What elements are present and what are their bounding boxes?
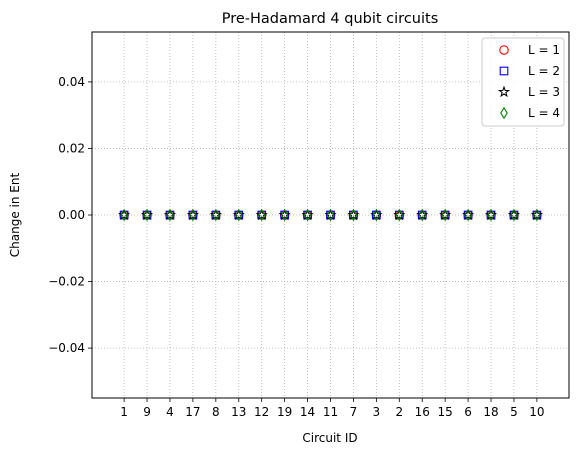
legend: L = 1 L = 2 L = 3 L = 4	[481, 37, 565, 127]
data-point	[234, 208, 243, 222]
grid-layer	[92, 32, 569, 398]
data-point	[484, 208, 498, 221]
data-point	[395, 208, 404, 222]
data-point	[439, 208, 452, 221]
data-point	[324, 208, 337, 221]
data-point	[372, 208, 381, 222]
x-tick-label: 12	[254, 405, 269, 419]
x-tick-label: 4	[166, 405, 174, 419]
data-point	[255, 208, 268, 221]
data-point	[303, 208, 312, 222]
data-point	[209, 208, 222, 221]
x-tick-label: 8	[212, 405, 220, 419]
legend-marker	[499, 66, 509, 76]
x-axis-ticks: 1 9 4 17 8 13 12 19 14 11 7 3 2 16 15 6 18 5 10	[120, 398, 545, 419]
y-tick-label: 0.04	[58, 75, 85, 89]
data-point	[393, 208, 406, 221]
legend-label: L = 1	[528, 43, 560, 57]
legend-label: L = 3	[528, 85, 560, 99]
x-tick-label: 9	[143, 405, 151, 419]
data-point	[507, 208, 521, 221]
x-tick-label: 3	[373, 405, 381, 419]
data-point	[441, 208, 450, 222]
x-tick-label: 16	[415, 405, 430, 419]
legend-marker	[499, 45, 509, 55]
legend-marker	[497, 85, 511, 98]
series-star	[118, 208, 543, 221]
data-point	[278, 208, 291, 221]
series-diamond	[120, 208, 541, 222]
x-tick-label: 5	[510, 405, 518, 419]
data-point	[416, 208, 429, 221]
data-point	[464, 208, 472, 222]
x-tick-label: 6	[464, 405, 472, 419]
y-tick-label: −0.04	[48, 341, 85, 355]
data-point	[487, 208, 495, 222]
x-tick-label: 1	[120, 405, 128, 419]
data-point	[118, 208, 131, 221]
legend-label: L = 2	[528, 64, 560, 78]
legend-label: L = 4	[528, 106, 560, 120]
marks-layer	[118, 208, 543, 222]
data-point	[189, 208, 197, 222]
data-point	[370, 208, 383, 221]
data-point	[530, 208, 543, 221]
y-tick-label: 0.00	[58, 208, 85, 222]
x-tick-label: 2	[395, 405, 403, 419]
y-axis-label: Change in Ent	[8, 173, 22, 258]
data-point	[326, 208, 335, 222]
data-point	[418, 208, 427, 222]
data-point	[232, 208, 245, 221]
data-point	[143, 208, 151, 222]
x-tick-label: 18	[483, 405, 498, 419]
data-point	[140, 208, 154, 221]
y-tick-label: 0.02	[58, 141, 85, 155]
y-axis-ticks: −0.04 −0.02 0.00 0.02 0.04	[48, 75, 92, 355]
data-point	[257, 208, 266, 222]
data-point	[280, 208, 289, 222]
x-tick-label: 15	[438, 405, 453, 419]
data-point	[163, 208, 177, 221]
data-point	[166, 208, 174, 222]
data-point	[186, 208, 199, 221]
legend-marker	[500, 106, 508, 120]
x-tick-label: 19	[277, 405, 292, 419]
data-point	[301, 208, 314, 221]
data-point	[510, 208, 518, 222]
data-point	[211, 208, 220, 222]
x-tick-label: 17	[185, 405, 200, 419]
x-tick-label: 10	[529, 405, 544, 419]
x-tick-label: 7	[350, 405, 358, 419]
data-point	[347, 208, 360, 221]
data-point	[462, 208, 475, 221]
x-tick-label: 13	[231, 405, 246, 419]
legend-box	[481, 37, 565, 127]
x-tick-label: 14	[300, 405, 315, 419]
x-tick-label: 11	[323, 405, 338, 419]
chart-title: Pre-Hadamard 4 qubit circuits	[222, 11, 439, 27]
x-axis-label: Circuit ID	[302, 431, 357, 445]
data-point	[533, 208, 541, 222]
y-tick-label: −0.02	[48, 275, 85, 289]
data-point	[120, 208, 128, 222]
data-point	[349, 208, 358, 222]
